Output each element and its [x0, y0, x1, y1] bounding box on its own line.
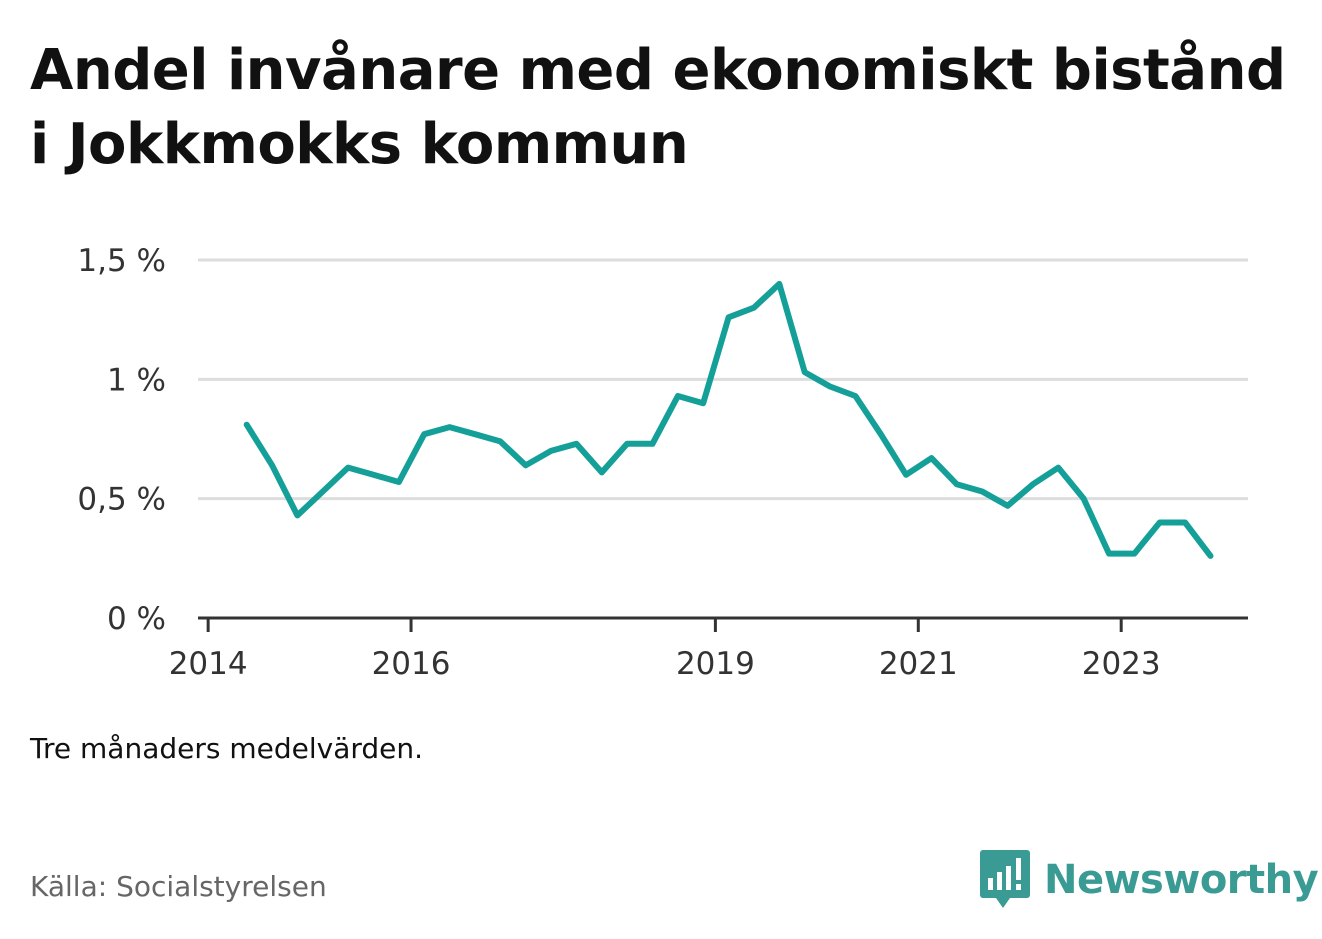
brand-name: Newsworthy: [1044, 857, 1319, 903]
data-point: [624, 441, 630, 447]
data-point: [954, 481, 960, 487]
data-point: [903, 472, 909, 478]
data-point: [320, 489, 326, 495]
data-point: [523, 462, 529, 468]
series-line: [243, 280, 1214, 559]
data-point: [497, 438, 503, 444]
data-point: [396, 479, 402, 485]
newsworthy-logo: Newsworthy: [980, 850, 1319, 910]
y-axis-tick-labels: 0 % 0,5 % 1 % 1,5 %: [77, 243, 166, 637]
data-point: [1005, 503, 1011, 509]
x-tick-label: 2021: [879, 646, 958, 682]
data-point: [649, 441, 655, 447]
data-point: [776, 281, 782, 287]
data-point: [345, 465, 351, 471]
data-point: [1182, 520, 1188, 526]
data-point: [421, 431, 427, 437]
data-point: [1207, 553, 1213, 559]
data-point: [1106, 551, 1112, 557]
y-tick-label: 1,5 %: [77, 243, 166, 279]
series-layer: [243, 280, 1214, 559]
x-tick-label: 2019: [676, 646, 755, 682]
data-point: [599, 469, 605, 475]
x-tick-label: 2023: [1082, 646, 1161, 682]
data-point: [1157, 520, 1163, 526]
source-credit: Källa: Socialstyrelsen: [30, 870, 327, 903]
data-point: [1081, 496, 1087, 502]
x-axis-ticks: 2014 2016 2019 2021 2023: [169, 618, 1161, 682]
data-point: [472, 431, 478, 437]
data-point: [802, 369, 808, 375]
chart-note: Tre månaders medelvärden.: [30, 732, 424, 765]
data-point: [447, 424, 453, 430]
data-point: [700, 400, 706, 406]
data-point: [1030, 481, 1036, 487]
data-point: [979, 489, 985, 495]
data-point: [573, 441, 579, 447]
data-point: [371, 472, 377, 478]
data-point: [827, 383, 833, 389]
data-point: [878, 431, 884, 437]
data-point: [928, 455, 934, 461]
data-point: [726, 314, 732, 320]
data-point: [244, 422, 250, 428]
x-tick-label: 2014: [169, 646, 248, 682]
y-tick-label: 1 %: [107, 362, 166, 398]
data-point: [294, 512, 300, 518]
data-point: [852, 393, 858, 399]
data-point: [548, 448, 554, 454]
gridlines: [198, 258, 1248, 501]
data-point: [675, 393, 681, 399]
chart-title: Andel invånare med ekonomiskt bistånd i …: [30, 38, 1286, 177]
y-tick-label: 0 %: [107, 601, 166, 637]
line-chart: 0 % 0,5 % 1 % 1,5 % 2014 2016 2019 2021 2023: [77, 243, 1248, 682]
data-point: [1131, 551, 1137, 557]
data-point: [751, 305, 757, 311]
y-tick-label: 0,5 %: [77, 482, 166, 518]
data-point: [1055, 465, 1061, 471]
data-point: [269, 462, 275, 468]
newsworthy-logo-icon: [980, 850, 1030, 908]
x-tick-label: 2016: [372, 646, 451, 682]
